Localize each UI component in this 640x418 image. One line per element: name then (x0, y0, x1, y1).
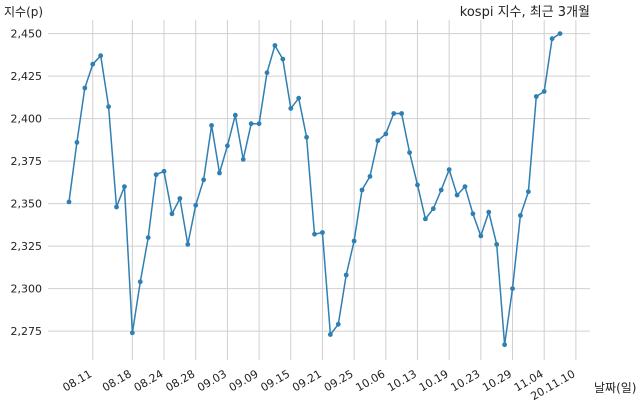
y-tick-label: 2,375 (11, 155, 43, 168)
data-point (557, 31, 563, 36)
y-tick-label: 2,275 (11, 325, 43, 338)
data-point (335, 321, 341, 327)
data-point (169, 211, 175, 217)
chart-title: kospi 지수, 최근 3개월 (460, 5, 590, 20)
data-point (225, 143, 230, 149)
x-tick-label: 08.18 (100, 367, 134, 394)
data-point (193, 202, 199, 208)
x-axis-label: 날짜(일) (594, 381, 636, 395)
data-point (304, 134, 309, 140)
series-line (68, 32, 561, 345)
data-point (541, 89, 547, 94)
data-point (375, 138, 381, 144)
data-point (90, 61, 96, 67)
data-point (248, 121, 254, 127)
data-point (82, 85, 88, 91)
data-point (502, 342, 507, 348)
y-tick-label: 2,400 (11, 113, 43, 126)
y-tick-label: 2,325 (11, 240, 43, 253)
data-point (454, 192, 460, 198)
data-point (264, 70, 270, 76)
x-tick-label: 09.09 (227, 367, 261, 394)
data-point (145, 235, 151, 241)
data-point (423, 216, 428, 222)
x-tick-label: 09.21 (290, 367, 324, 394)
data-point (430, 206, 436, 212)
grid (48, 20, 590, 360)
data-point (98, 53, 104, 59)
data-point (533, 94, 539, 99)
data-point (399, 111, 405, 116)
y-tick-label: 2,300 (11, 283, 43, 296)
data-point (209, 123, 214, 128)
data-point (415, 182, 420, 188)
data-point (549, 36, 555, 42)
x-tick-label: 08.11 (60, 367, 94, 394)
data-point (217, 170, 222, 176)
data-point (177, 196, 183, 201)
data-point (525, 189, 531, 195)
data-point (153, 172, 159, 178)
y-tick-label: 2,450 (11, 28, 43, 41)
data-point (240, 157, 246, 162)
data-point (438, 187, 444, 193)
x-tick-label: 10.19 (417, 367, 451, 394)
x-tick-label: 09.25 (322, 367, 356, 394)
data-point (312, 231, 317, 237)
data-point (486, 209, 492, 215)
y-tick-label: 2,350 (11, 198, 43, 211)
y-tick-label: 2,425 (11, 70, 43, 83)
data-point (201, 177, 207, 183)
data-point (391, 111, 397, 116)
x-tick-label: 10.29 (480, 367, 514, 394)
data-point (232, 112, 238, 118)
data-point (114, 204, 119, 210)
series (66, 31, 563, 348)
data-point (470, 211, 476, 217)
y-axis-label: 지수(p) (4, 5, 43, 19)
data-point (478, 233, 484, 239)
data-point (351, 238, 357, 244)
x-axis: 08.11 08.1808.2408.2809.0309.0909.1509.21… (60, 367, 577, 403)
data-point (462, 184, 468, 190)
data-point (446, 167, 452, 173)
data-point (122, 184, 127, 190)
data-point (288, 106, 294, 111)
x-tick-label: 09.15 (258, 367, 292, 394)
data-point (494, 242, 500, 247)
data-point (66, 199, 72, 205)
data-point (106, 104, 111, 110)
y-axis: 2,275 2,300 2,325 2,350 2,375 2,400 2,425 2,450 (11, 28, 43, 339)
data-point (161, 168, 167, 174)
data-point (383, 131, 389, 137)
data-point (74, 140, 80, 145)
data-point (407, 150, 412, 156)
x-tick-label: 08.24 (132, 367, 166, 394)
data-point (185, 242, 191, 247)
data-point (327, 332, 333, 337)
x-tick-label: 10.06 (354, 367, 388, 394)
data-point (280, 56, 286, 62)
x-tick-label: 08.28 (163, 367, 197, 394)
data-point (296, 95, 302, 101)
data-point (272, 43, 278, 48)
data-point (137, 279, 143, 285)
data-point (129, 330, 135, 336)
data-point (256, 121, 262, 127)
x-tick-label: 09.03 (195, 367, 229, 394)
data-point (343, 272, 349, 278)
data-point (518, 213, 523, 218)
data-point (510, 286, 515, 291)
x-tick-label: 10.13 (385, 367, 419, 394)
x-tick-label: 10.23 (449, 367, 483, 394)
data-point (359, 187, 365, 193)
data-point (320, 230, 325, 235)
data-point (367, 174, 373, 179)
